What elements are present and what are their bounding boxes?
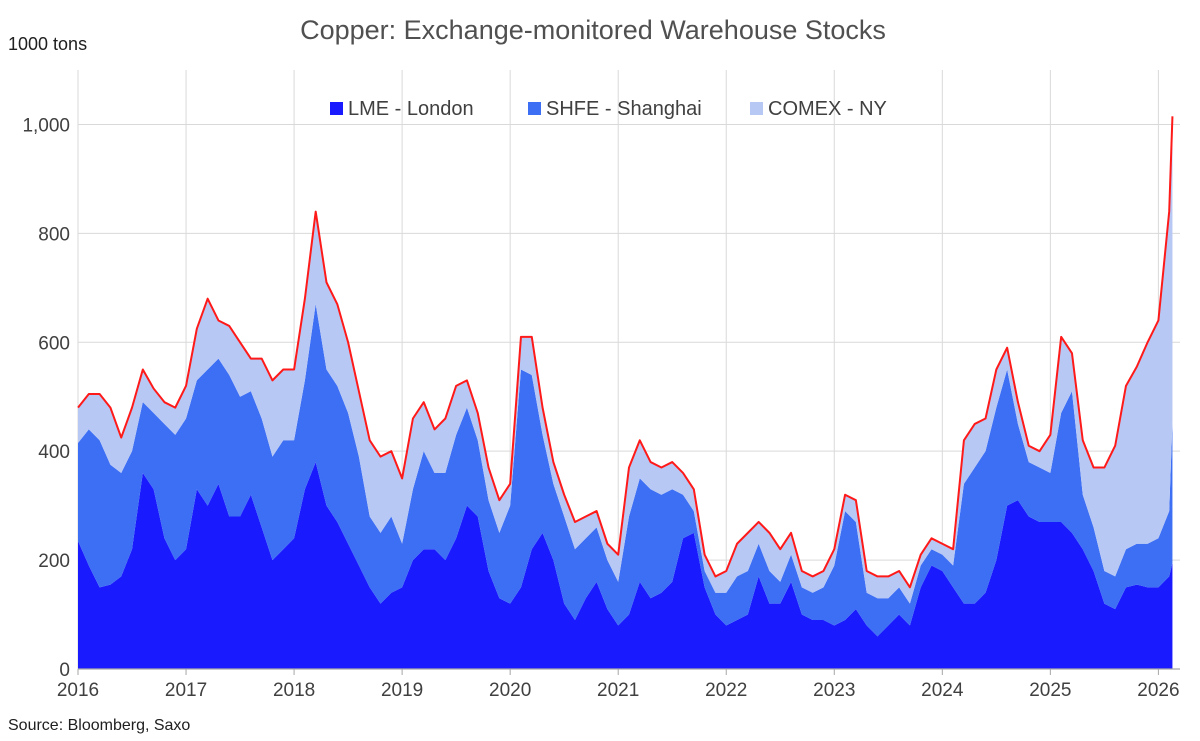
area-comex-ny xyxy=(78,116,1173,604)
legend-label: COMEX - NY xyxy=(768,98,887,120)
x-tick-label: 2023 xyxy=(813,680,855,701)
y-tick-label: 400 xyxy=(38,442,70,463)
axis-layer: 0 200 400 600 800 1,000 2016 2017 2018 2019 2020 20… xyxy=(22,115,1180,701)
y-tick-label: 600 xyxy=(38,333,70,354)
x-tick-label: 2024 xyxy=(921,680,964,701)
legend-item-shfe: SHFE - Shanghai xyxy=(528,98,702,120)
x-tick-label: 2025 xyxy=(1029,680,1071,701)
legend: LME - London SHFE - Shanghai COMEX - NY xyxy=(330,98,887,120)
chart-title: Copper: Exchange-monitored Warehouse Sto… xyxy=(300,15,886,45)
legend-item-lme: LME - London xyxy=(330,98,474,120)
x-tick-label: 2022 xyxy=(705,680,747,701)
legend-swatch xyxy=(330,102,343,115)
area-layer xyxy=(78,116,1173,669)
legend-swatch xyxy=(528,102,541,115)
x-tick-label: 2019 xyxy=(381,680,423,701)
legend-swatch xyxy=(750,102,763,115)
total-stocks-line xyxy=(77,116,1174,589)
y-tick-label: 0 xyxy=(59,660,70,681)
y-tick-label: 1,000 xyxy=(22,115,70,136)
area-shfe-shanghai xyxy=(78,304,1173,637)
y-tick-label: 200 xyxy=(38,551,70,572)
legend-label: LME - London xyxy=(348,98,474,120)
total-line-layer xyxy=(77,116,1174,589)
x-tick-label: 2020 xyxy=(489,680,531,701)
x-tick-label: 2018 xyxy=(273,680,315,701)
legend-label: SHFE - Shanghai xyxy=(546,98,702,120)
x-tick-label: 2016 xyxy=(57,680,99,701)
x-tick-label: 2021 xyxy=(597,680,639,701)
source-note: Source: Bloomberg, Saxo xyxy=(8,717,190,734)
x-tick-label: 2017 xyxy=(165,680,207,701)
y-tick-label: 800 xyxy=(38,224,70,245)
x-tick-label: 2026 xyxy=(1137,680,1179,701)
y-axis-unit-label: 1000 tons xyxy=(8,34,87,54)
legend-item-comex: COMEX - NY xyxy=(750,98,887,120)
area-lme-london xyxy=(78,462,1173,669)
